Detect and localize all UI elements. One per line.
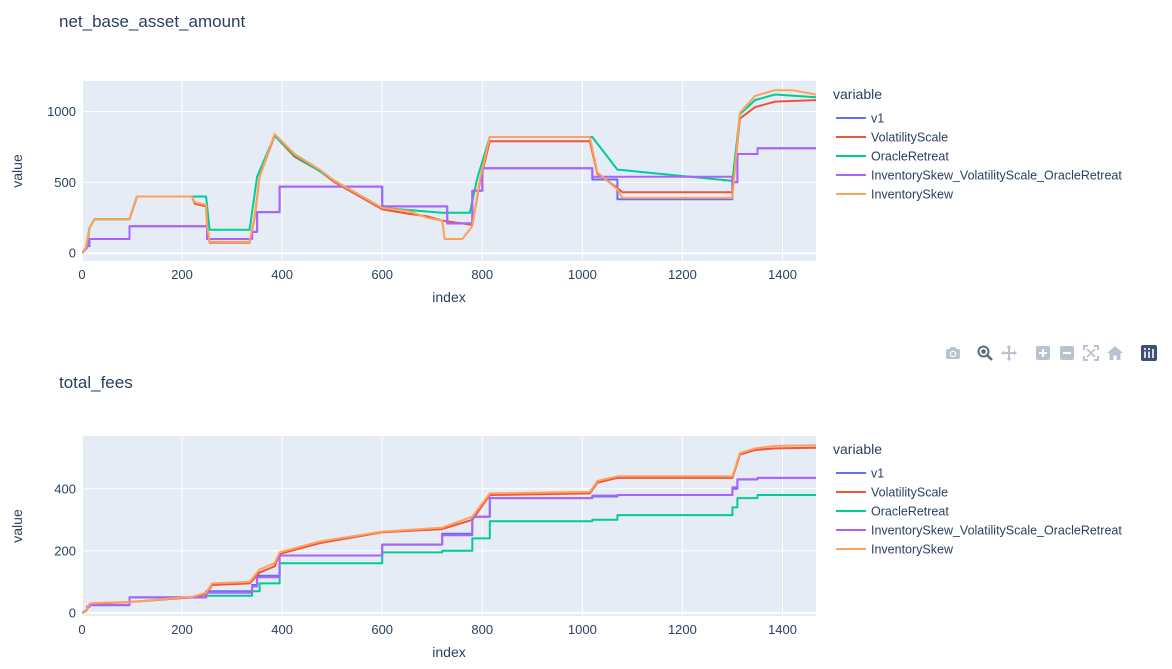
y-tick-label: 400	[54, 481, 76, 496]
legend-entry[interactable]: v1	[871, 112, 884, 126]
legend-title: variable	[833, 86, 882, 102]
x-tick-label: 1200	[668, 622, 697, 637]
series-line-InventorySkew[interactable]	[82, 444, 816, 614]
x-tick-label: 800	[471, 267, 493, 282]
series-group	[82, 444, 816, 614]
chart-net-base-asset-amount-plot[interactable]: 0 200 400 600 800 1000 1200 1400 0 500 1000 index va…	[0, 0, 1172, 310]
x-tick-label: 1000	[568, 622, 597, 637]
series-line-InventorySkew[interactable]	[82, 89, 816, 254]
autoscale-icon[interactable]	[1082, 344, 1100, 362]
y-axis-label: value	[9, 509, 25, 543]
camera-icon[interactable]	[944, 344, 962, 362]
series-line-InventorySkew_VolatilityScale_OracleRetreat[interactable]	[82, 147, 816, 254]
zoom-icon[interactable]	[976, 344, 994, 362]
y-tick-label: 0	[69, 246, 76, 261]
x-tick-label: 400	[271, 622, 293, 637]
y-tick-label: 0	[69, 605, 76, 620]
legend-entry[interactable]: VolatilityScale	[871, 486, 948, 500]
chart-net-base-asset-amount: net_base_asset_amount 0 200 400 600 800 1000 1…	[0, 0, 1172, 310]
legend-entry[interactable]: v1	[871, 467, 884, 481]
chart-title: total_fees	[59, 373, 133, 392]
legend-title: variable	[833, 441, 882, 457]
plotly-logo-icon[interactable]	[1140, 344, 1158, 362]
legend-entry[interactable]: InventorySkew_VolatilityScale_OracleRetr…	[871, 169, 1122, 183]
plot-area[interactable]	[82, 81, 816, 261]
legend-entry[interactable]: InventorySkew	[871, 188, 954, 202]
x-tick-label: 1200	[668, 267, 697, 282]
x-tick-label: 200	[171, 267, 193, 282]
x-tick-label: 1000	[568, 267, 597, 282]
x-tick-label: 800	[471, 622, 493, 637]
chart-total-fees: total_fees 0 200 400 600 800 1000 1200 1400 0 200…	[0, 355, 1172, 665]
x-tick-label: 200	[171, 622, 193, 637]
x-axis-label: index	[432, 644, 465, 660]
modebar	[938, 343, 1158, 363]
y-tick-label: 200	[54, 543, 76, 558]
x-tick-label: 600	[371, 622, 393, 637]
legend-entry[interactable]: InventorySkew_VolatilityScale_OracleRetr…	[871, 524, 1122, 538]
legend-entry[interactable]: InventorySkew	[871, 543, 954, 557]
x-tick-label: 1400	[768, 622, 797, 637]
reset-axes-icon[interactable]	[1106, 344, 1124, 362]
pan-icon[interactable]	[1000, 344, 1018, 362]
x-tick-label: 400	[271, 267, 293, 282]
x-axis-label: index	[432, 289, 465, 305]
zoom-in-icon[interactable]	[1034, 344, 1052, 362]
x-tick-label: 0	[78, 267, 85, 282]
chart-total-fees-plot[interactable]: 0 200 400 600 800 1000 1200 1400 0 200 400 index val…	[0, 355, 1172, 665]
y-axis-label: value	[9, 154, 25, 188]
y-tick-label: 1000	[47, 104, 76, 119]
series-group	[82, 89, 816, 254]
zoom-out-icon[interactable]	[1058, 344, 1076, 362]
y-tick-label: 500	[54, 175, 76, 190]
legend-entry[interactable]: VolatilityScale	[871, 131, 948, 145]
x-tick-label: 600	[371, 267, 393, 282]
legend-entry[interactable]: OracleRetreat	[871, 150, 949, 164]
chart-title: net_base_asset_amount	[59, 12, 246, 31]
legend-entry[interactable]: OracleRetreat	[871, 505, 949, 519]
x-tick-label: 1400	[768, 267, 797, 282]
x-tick-label: 0	[78, 622, 85, 637]
